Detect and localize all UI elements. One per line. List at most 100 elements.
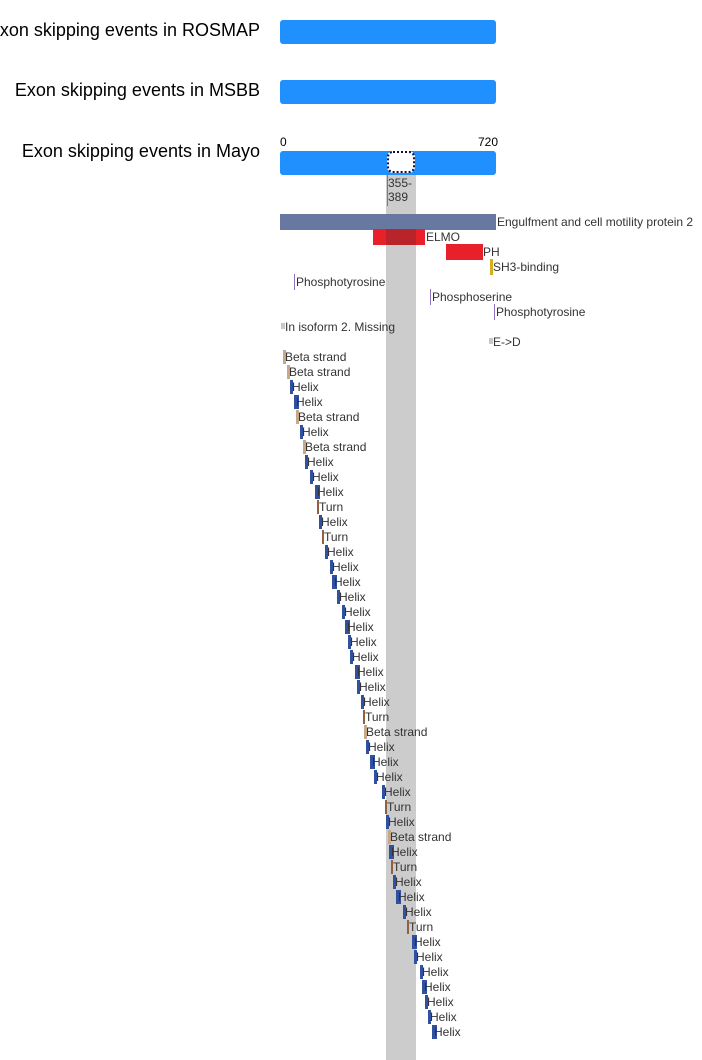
ss-bar-helix[interactable] [389,845,394,859]
ss-bar-turn[interactable] [407,920,409,934]
ss-label: Beta strand [366,725,428,739]
feature-label: PH [483,245,500,259]
ss-bar-helix[interactable] [294,395,299,409]
ss-label: Helix [427,995,454,1009]
ss-bar-beta-strand[interactable] [388,830,391,844]
ss-label: Helix [395,875,422,889]
feature-bar-modified-residue[interactable] [430,289,431,305]
ss-bar-helix[interactable] [305,455,308,469]
ss-bar-helix[interactable] [412,935,417,949]
ss-bar-helix[interactable] [386,815,389,829]
ss-bar-helix[interactable] [310,470,313,484]
ss-label: Helix [302,425,329,439]
ss-label: Helix [414,935,441,949]
ss-label: Helix [372,755,399,769]
ss-bar-beta-strand[interactable] [296,410,299,424]
ss-bar-beta-strand[interactable] [303,440,306,454]
ss-bar-helix[interactable] [337,590,340,604]
ss-label: Helix [376,770,403,784]
feature-bar-modified-residue[interactable] [294,274,295,290]
track-bar-msbb[interactable] [280,80,496,104]
ss-bar-beta-strand[interactable] [287,365,290,379]
feature-label: In isoform 2. Missing [285,320,396,334]
feature-label: E->D [493,335,521,349]
ss-label: Helix [398,890,425,904]
ss-bar-helix[interactable] [350,650,353,664]
ss-label: Helix [332,560,359,574]
ss-bar-helix[interactable] [414,950,417,964]
ss-label: Helix [296,395,323,409]
ss-bar-helix[interactable] [422,980,427,994]
ss-label: Beta strand [305,440,367,454]
track-label-msbb: Exon skipping events in MSBB [14,80,260,100]
feature-bar-motif[interactable] [490,259,493,275]
feature-label: SH3-binding [493,260,560,274]
scale-start-label: 0 [280,135,287,149]
ss-label: Helix [344,605,371,619]
ss-bar-helix[interactable] [319,515,322,529]
feature-bar-splice-variant[interactable] [281,323,285,329]
ss-label: Helix [317,485,344,499]
feature-bar-protein[interactable] [280,214,496,230]
ss-label: Helix [321,515,348,529]
ss-bar-helix[interactable] [370,755,375,769]
ss-bar-turn[interactable] [322,530,324,544]
ss-bar-helix[interactable] [366,740,369,754]
feature-bar-modified-residue[interactable] [494,304,495,320]
selection-range-label: 355- 389 [388,176,413,204]
selection-tick [387,174,388,206]
ss-bar-helix[interactable] [325,545,328,559]
ss-label: Helix [327,545,354,559]
ss-bar-helix[interactable] [425,995,428,1009]
ss-label: Turn [393,860,418,874]
ss-bar-helix[interactable] [342,605,345,619]
ss-bar-turn[interactable] [391,860,393,874]
ss-label: Helix [424,980,451,994]
ss-bar-helix[interactable] [300,425,303,439]
ss-label: Helix [307,455,334,469]
ss-bar-helix[interactable] [348,635,351,649]
ss-bar-helix[interactable] [361,695,364,709]
feature-bar-variant[interactable] [489,338,493,344]
ss-bar-helix[interactable] [290,380,293,394]
ss-label: Helix [422,965,449,979]
ss-bar-helix[interactable] [315,485,320,499]
ss-bar-beta-strand[interactable] [364,725,367,739]
ss-bar-helix[interactable] [332,575,337,589]
feature-bar-domain[interactable] [446,244,483,260]
ss-label: Beta strand [390,830,452,844]
ss-bar-helix[interactable] [420,965,423,979]
ss-label: Turn [324,530,349,544]
exon-selection-handle[interactable] [387,151,415,173]
feature-label: Engulfment and cell motility protein 2 [497,215,694,229]
ss-label: Beta strand [298,410,360,424]
ss-bar-helix[interactable] [428,1010,431,1024]
ss-label: Helix [359,680,386,694]
feature-label: Phosphotyrosine [496,305,586,319]
ss-label: Helix [350,635,377,649]
ss-bar-helix[interactable] [357,680,360,694]
track-bar-rosmap[interactable] [280,20,496,44]
ss-bar-helix[interactable] [432,1025,437,1039]
ss-bar-beta-strand[interactable] [283,350,286,364]
ss-bar-helix[interactable] [393,875,396,889]
feature-label: Phosphoserine [432,290,513,304]
ss-bar-helix[interactable] [355,665,360,679]
ss-label: Turn [387,800,412,814]
ss-label: Helix [334,575,361,589]
ss-bar-helix[interactable] [330,560,333,574]
ss-label: Helix [357,665,384,679]
ss-label: Helix [292,380,319,394]
ss-bar-helix[interactable] [345,620,350,634]
ss-bar-helix[interactable] [374,770,377,784]
ss-label: Helix [339,590,366,604]
ss-bar-helix[interactable] [382,785,385,799]
ss-bar-turn[interactable] [363,710,365,724]
ss-bar-helix[interactable] [396,890,401,904]
ss-bar-helix[interactable] [403,905,406,919]
ss-label: Beta strand [289,365,351,379]
ss-bar-turn[interactable] [385,800,387,814]
feature-label: Phosphotyrosine [296,275,386,289]
ss-bar-turn[interactable] [317,500,319,514]
ss-label: Turn [365,710,390,724]
